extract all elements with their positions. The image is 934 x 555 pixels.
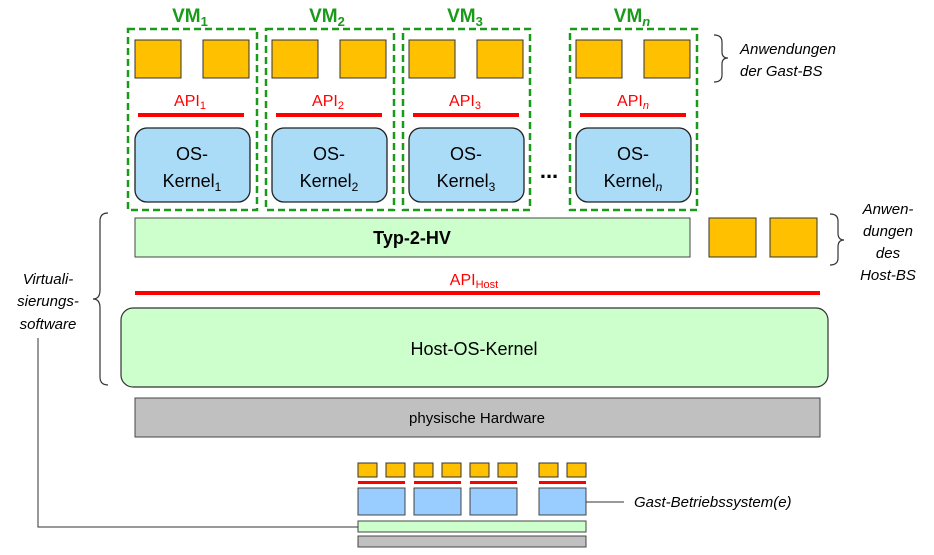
mini-app: [413, 462, 434, 478]
mini-kernel: [413, 487, 462, 516]
mini-api: [470, 481, 517, 484]
mini-api: [414, 481, 461, 484]
mini-app: [538, 462, 559, 478]
vm-1-kernel: [134, 127, 251, 203]
vm-n-api-label: APIn: [617, 93, 649, 112]
virtualization-connector: [37, 338, 358, 528]
mini-app: [469, 462, 490, 478]
guest-app: [134, 39, 182, 79]
mini-app: [566, 462, 587, 478]
mini-app: [385, 462, 406, 478]
vm-1-kernel-label: OS-: [176, 144, 208, 164]
vm-1: VM1 API1 OS- Kernel1: [126, 6, 259, 212]
vm-n-title: VMn: [614, 6, 651, 29]
vm-1-title: VM1: [172, 6, 208, 29]
mini-virtualization: [357, 520, 587, 533]
vm-2-api-label: API2: [312, 93, 344, 112]
vm-n-kernel: [575, 127, 692, 203]
host-app: [708, 217, 757, 258]
vm-3-kernel-label: OS-: [450, 144, 482, 164]
mini-app: [441, 462, 462, 478]
virtualization-label: Virtuali-: [23, 271, 74, 288]
guest-apps-brace: [713, 34, 729, 83]
mini-api: [358, 481, 405, 484]
vm-2-title: VM2: [309, 6, 345, 29]
vm-n-kernel-label: OS-: [617, 144, 649, 164]
api-host-label: APIHost: [450, 272, 498, 291]
vm-2: VM2 API2 OS- Kernel2: [264, 6, 396, 212]
host-apps-label: Anwen-: [862, 201, 914, 218]
guest-apps-label-2: der Gast-BS: [740, 63, 823, 80]
virtualization-label-2: sierungs-: [17, 293, 79, 310]
virtualization-label-3: software: [20, 316, 77, 333]
guest-app: [575, 39, 623, 79]
mini-hardware: [357, 535, 587, 548]
vm-2-kernel: [271, 127, 388, 203]
vm-1-api-label: API1: [174, 93, 206, 112]
virtualization-brace: [92, 212, 109, 386]
host-app: [769, 217, 818, 258]
host-apps-brace: [829, 213, 845, 266]
mini-app: [357, 462, 378, 478]
vm-2-kernel-label-2: Kernel2: [300, 171, 359, 194]
guest-app: [476, 39, 524, 79]
vm-n-kernel-label-2: Kerneln: [604, 171, 663, 194]
host-apps-label-3: des: [876, 245, 901, 262]
hypervisor-label: Typ-2-HV: [373, 228, 451, 248]
vm-3-api-label: API3: [449, 93, 481, 112]
mini-app: [497, 462, 518, 478]
ellipsis: ...: [540, 158, 558, 183]
vm-3-kernel-label-2: Kernel3: [437, 171, 496, 194]
vm-3-title: VM3: [447, 6, 483, 29]
guest-app: [408, 39, 456, 79]
mini-kernel: [538, 487, 587, 516]
vm-1-kernel-label-2: Kernel1: [163, 171, 222, 194]
hypervisor-box: [134, 217, 691, 258]
vm-2-kernel-label: OS-: [313, 144, 345, 164]
guest-app: [339, 39, 387, 79]
host-apps-label-2: dungen: [863, 223, 913, 240]
vm-3-kernel: [408, 127, 525, 203]
guest-app: [202, 39, 250, 79]
host-apps-label-4: Host-BS: [860, 267, 916, 284]
mini-kernel: [357, 487, 406, 516]
guest-app: [643, 39, 691, 79]
vm-3: VM3 API3 OS- Kernel3: [401, 6, 532, 212]
vm-1-border: [126, 27, 259, 212]
mini-api: [539, 481, 586, 484]
hardware-label: physische Hardware: [409, 410, 545, 427]
mini-kernel: [469, 487, 518, 516]
guest-app: [271, 39, 319, 79]
vm-n: VMn APIn OS- Kerneln: [568, 6, 699, 212]
host-kernel-label: Host-OS-Kernel: [410, 339, 537, 359]
hardware-box: [134, 397, 821, 438]
host-kernel-box: [120, 307, 829, 388]
guest-apps-label: Anwendungen: [739, 41, 836, 58]
mini-legend: [357, 462, 587, 548]
guest-os-label: Gast-Betriebssystem(e): [634, 494, 792, 511]
